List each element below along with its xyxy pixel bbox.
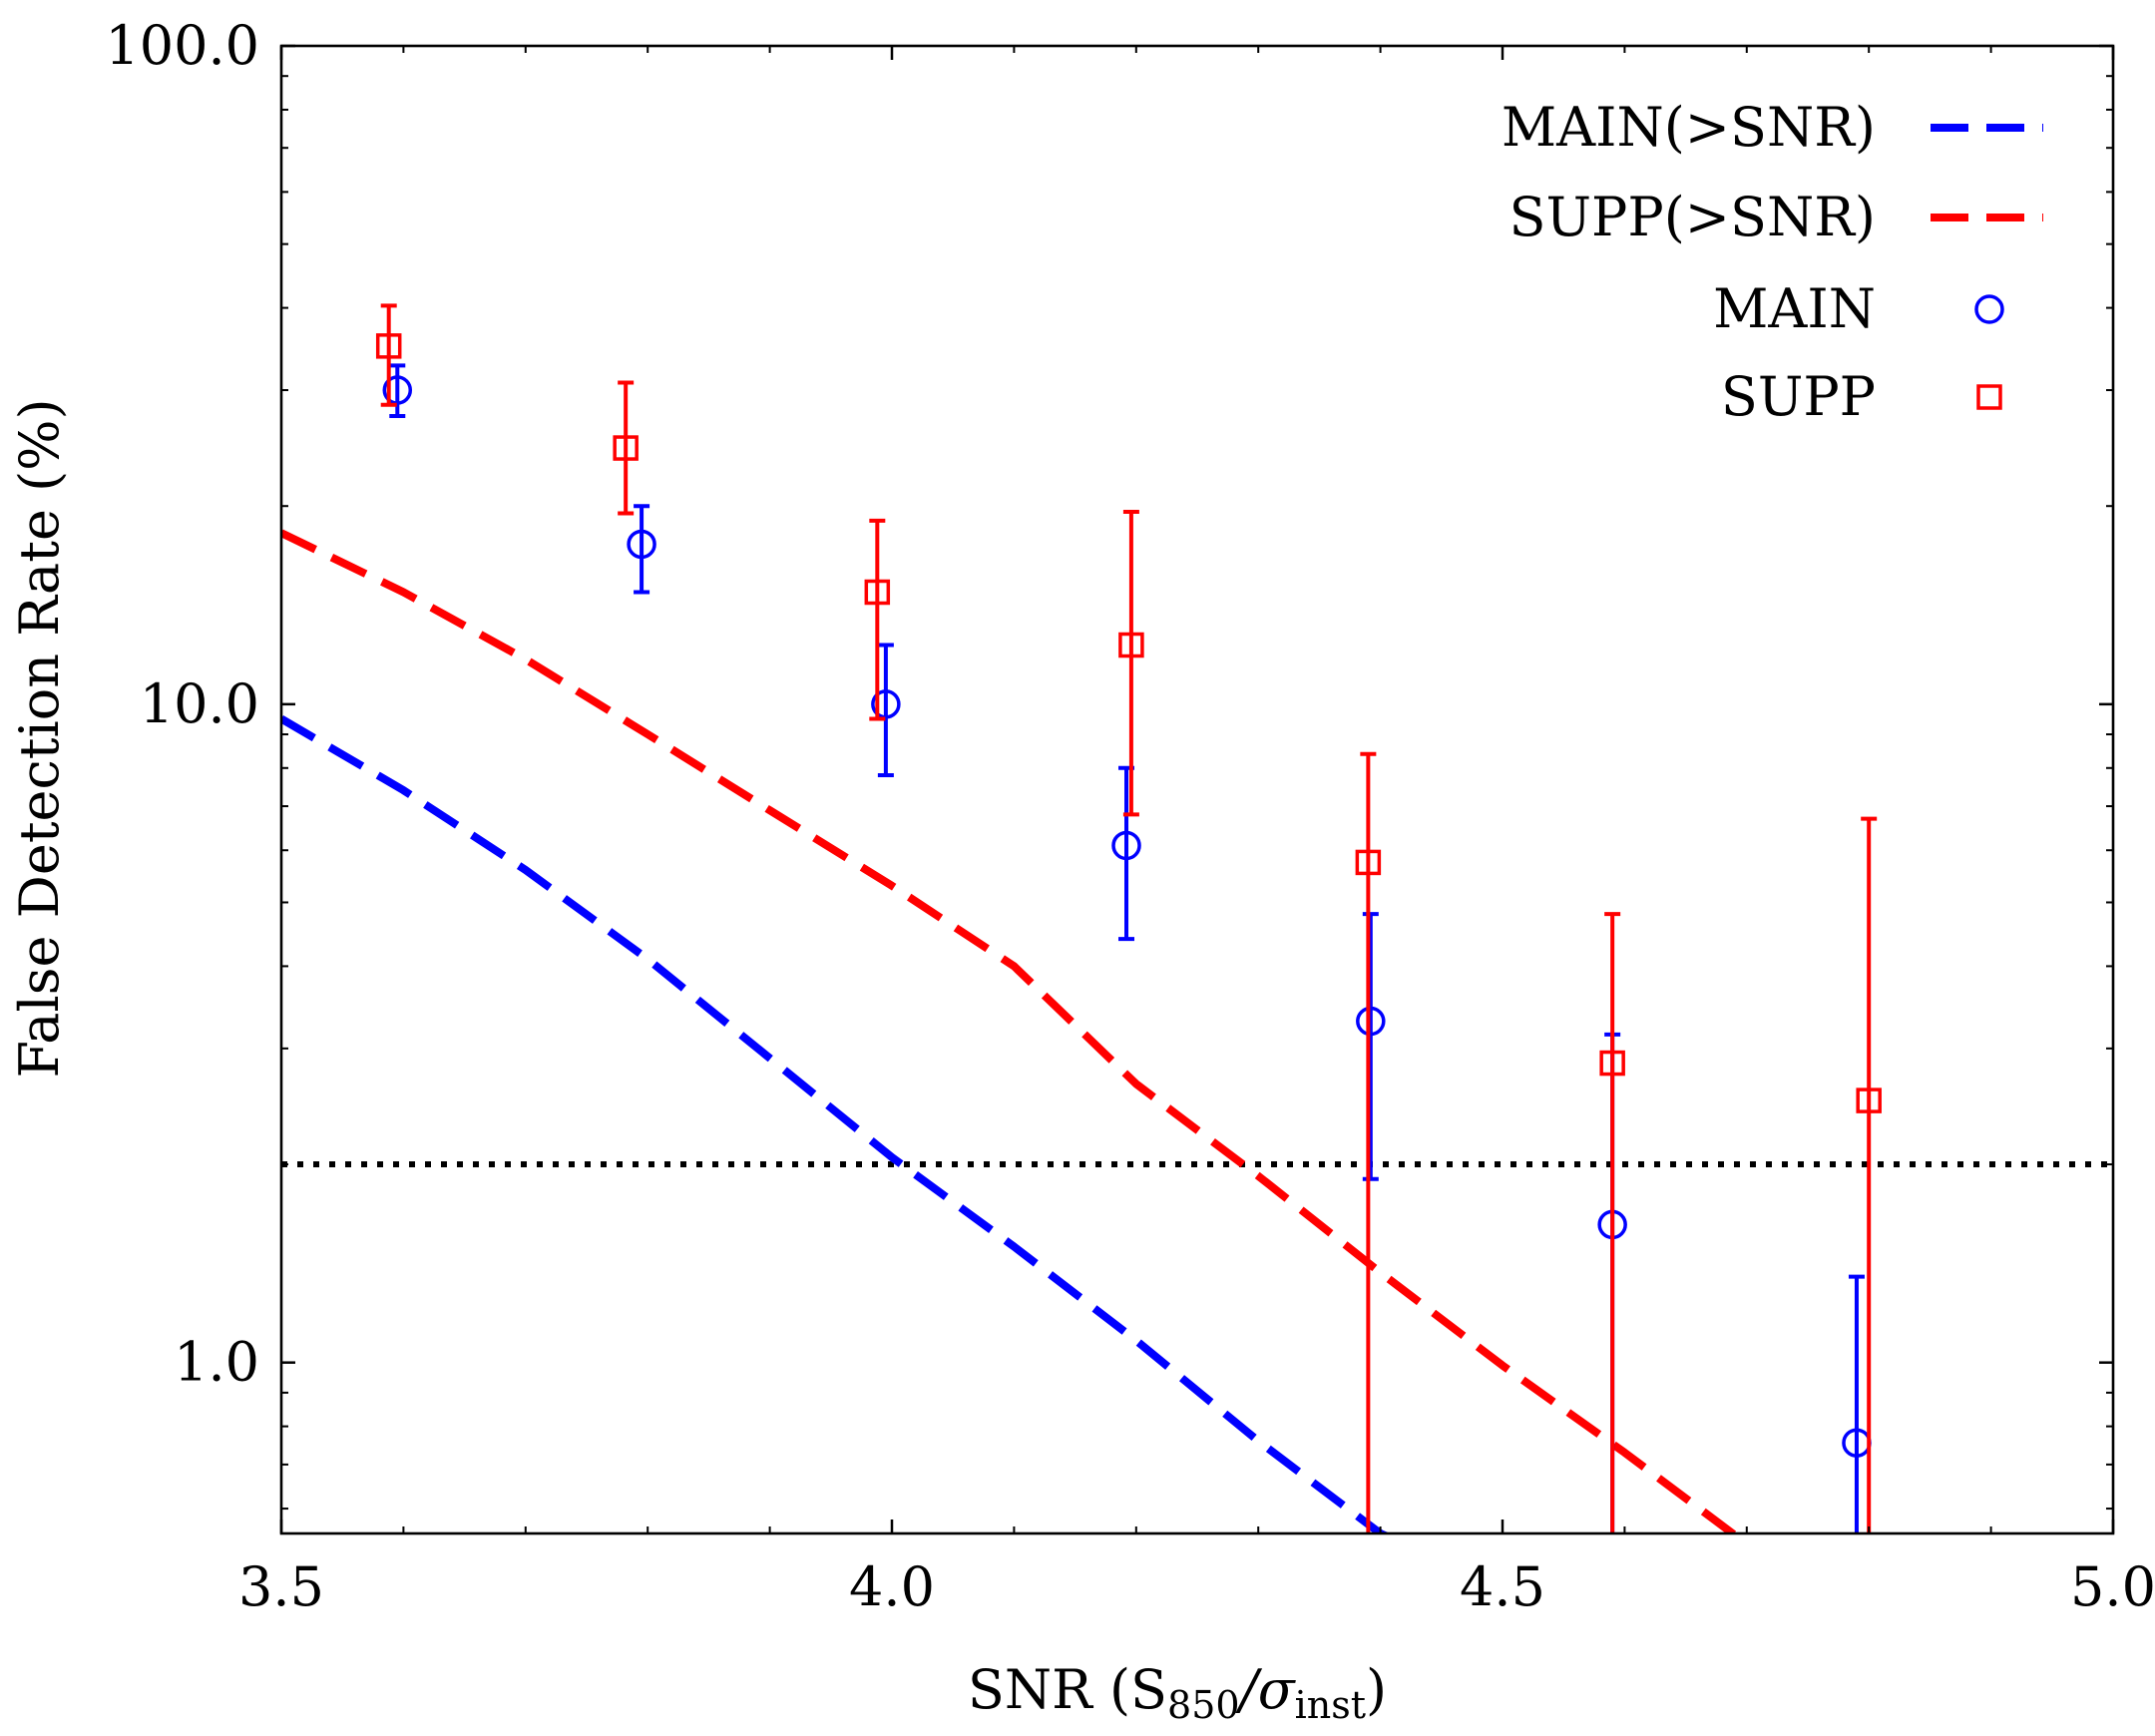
supp-point-6 xyxy=(1856,1087,1882,1113)
legend-swatch-supp-square xyxy=(1976,384,2002,410)
legend-swatch-main-circle xyxy=(1974,294,2004,324)
supp-point-1 xyxy=(613,435,639,461)
legend: MAIN(>SNR) SUPP(>SNR) MAIN SUPP xyxy=(1502,96,2043,428)
series-line-suppsnr xyxy=(281,529,1740,1533)
y-tick-label-1: 10.0 xyxy=(140,672,259,735)
series-line-mainsnr xyxy=(281,715,1391,1533)
main-point-0 xyxy=(382,375,413,405)
supp-point-0 xyxy=(375,333,402,359)
x-tick-label-2: 4.5 xyxy=(1460,1555,1545,1618)
main-point-1 xyxy=(627,529,656,560)
legend-label-suppsnr-1: SUPP(>SNR) xyxy=(1509,186,1876,248)
main-point-2 xyxy=(871,689,901,719)
y-tick-label-2: 100.0 xyxy=(105,14,259,77)
x-tick-label-3: 5.0 xyxy=(2070,1555,2155,1618)
y-axis-label: False Detection Rate (%) xyxy=(8,398,71,1078)
y-tick-label-0: 1.0 xyxy=(174,1331,259,1394)
legend-label-supp-3: SUPP xyxy=(1721,365,1876,428)
main-point-3 xyxy=(1111,830,1141,861)
supp-point-4 xyxy=(1355,849,1382,876)
supp-point-2 xyxy=(864,579,891,606)
supp-point-3 xyxy=(1118,632,1144,658)
legend-label-main-2: MAIN xyxy=(1713,277,1876,340)
legend-label-mainsnr-0: MAIN(>SNR) xyxy=(1502,96,1876,159)
x-axis-label: SNR (S850/σinst) xyxy=(968,1658,1387,1727)
x-tick-label-1: 4.0 xyxy=(849,1555,935,1618)
supp-point-5 xyxy=(1599,1050,1625,1077)
plot-frame xyxy=(279,44,2115,1535)
axis-ticks: 3.5 4.0 4.5 5.0 1.0 10.0 100.0 xyxy=(105,14,2155,1618)
x-tick-label-0: 3.5 xyxy=(238,1555,324,1618)
chart-marks xyxy=(281,303,2113,1533)
main-point-4 xyxy=(1356,1006,1386,1037)
